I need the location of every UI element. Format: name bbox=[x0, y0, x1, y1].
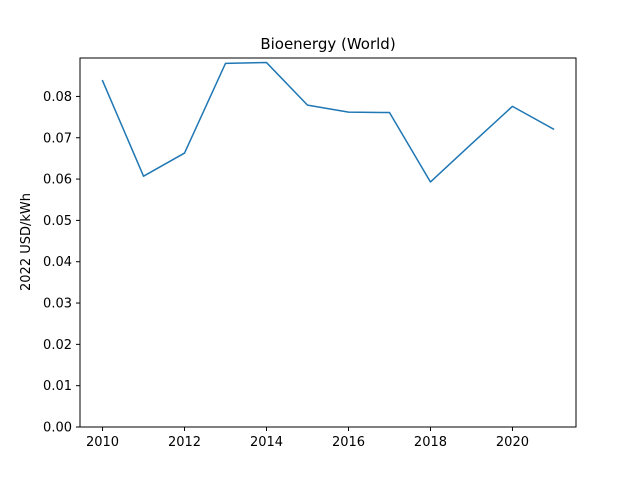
series-line-0 bbox=[101, 61, 555, 183]
x-tick-label: 2014 bbox=[250, 435, 283, 450]
x-tick-label: 2020 bbox=[496, 435, 529, 450]
y-tick-label: 0.06 bbox=[43, 173, 72, 188]
y-tick-label: 0.03 bbox=[43, 297, 72, 312]
y-tick-label: 0.00 bbox=[43, 421, 72, 436]
y-tick-label: 0.02 bbox=[43, 338, 72, 353]
x-tick-label: 2010 bbox=[86, 435, 119, 450]
series-layer bbox=[101, 61, 555, 183]
y-tick-label: 0.04 bbox=[43, 255, 72, 270]
x-tick-label: 2012 bbox=[168, 435, 201, 450]
chart-title: Bioenergy (World) bbox=[260, 35, 395, 53]
y-tick-label: 0.05 bbox=[43, 214, 72, 229]
x-tick-label: 2018 bbox=[414, 435, 447, 450]
y-axis-title: 2022 USD/kWh bbox=[19, 193, 34, 291]
x-tick-label: 2016 bbox=[332, 435, 365, 450]
plot-area-frame bbox=[79, 57, 577, 428]
y-tick-label: 0.01 bbox=[43, 379, 72, 394]
axis-ticks: 2010 2012 2014 2016 2018 2020 0.00 0.01 0.02 0.03… bbox=[43, 90, 529, 450]
y-tick-label: 0.07 bbox=[43, 131, 72, 146]
y-tick-label: 0.08 bbox=[43, 90, 72, 105]
